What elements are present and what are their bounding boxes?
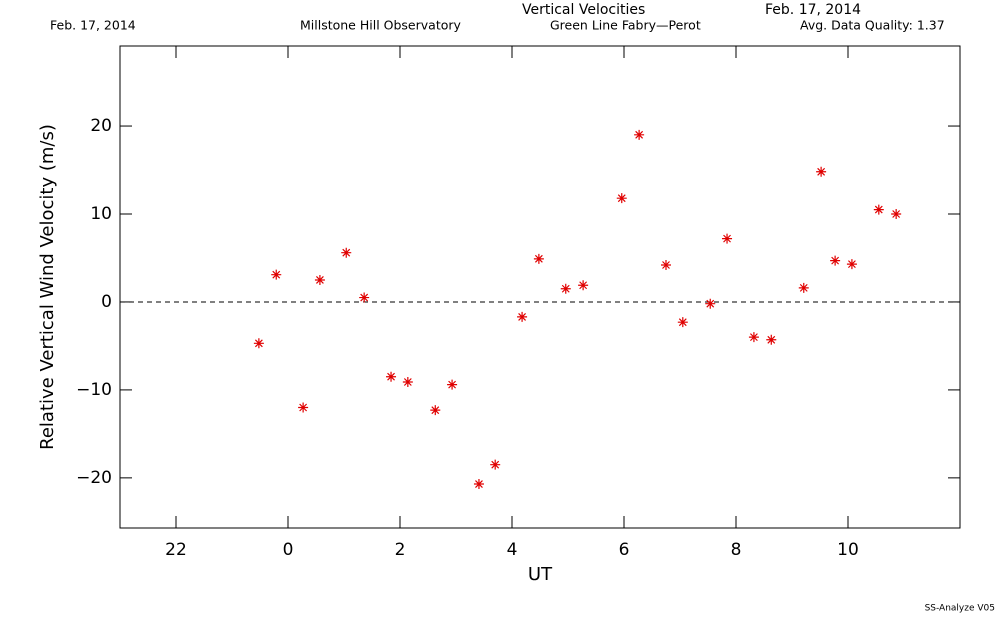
data-point <box>873 204 884 215</box>
plot-frame <box>119 45 961 529</box>
data-point <box>473 479 484 490</box>
data-point <box>816 166 827 177</box>
data-point <box>677 317 688 328</box>
y-tick-label: 0 <box>101 292 112 312</box>
x-tick-label: 6 <box>619 540 630 560</box>
data-point <box>253 338 264 349</box>
data-point <box>533 253 544 264</box>
y-tick-label: 20 <box>90 116 112 136</box>
data-point <box>634 129 645 140</box>
y-tick-label: −20 <box>76 468 112 488</box>
data-point <box>846 259 857 270</box>
x-tick-label: 2 <box>395 540 406 560</box>
data-point <box>560 283 571 294</box>
x-tick-label: 0 <box>283 540 294 560</box>
y-axis-label: Relative Vertical Wind Velocity (m/s) <box>37 124 58 450</box>
data-point <box>748 332 759 343</box>
instrument: Green Line Fabry—Perot <box>550 18 701 33</box>
data-point <box>517 311 528 322</box>
data-point <box>830 255 841 266</box>
x-tick-label: 22 <box>165 540 187 560</box>
data-point <box>386 371 397 382</box>
data-point <box>616 193 627 204</box>
data-point <box>341 247 352 258</box>
data-point <box>314 274 325 285</box>
y-tick-label: 10 <box>90 204 112 224</box>
data-point <box>490 459 501 470</box>
x-tick-label: 10 <box>837 540 859 560</box>
x-tick-label: 4 <box>507 540 518 560</box>
data-point <box>402 376 413 387</box>
data-point <box>578 280 589 291</box>
data-point <box>798 282 809 293</box>
date-left: Feb. 17, 2014 <box>50 18 136 33</box>
data-point <box>891 208 902 219</box>
data-point <box>766 334 777 345</box>
data-point <box>298 402 309 413</box>
y-tick-label: −10 <box>76 380 112 400</box>
footer: SS-Analyze V05 <box>925 604 995 614</box>
date-right: Feb. 17, 2014 <box>765 2 861 18</box>
x-tick-label: 8 <box>731 540 742 560</box>
data-point <box>661 260 671 271</box>
x-axis-label: UT <box>528 564 553 585</box>
chart-title: Vertical Velocities <box>522 2 645 18</box>
data-point <box>705 298 716 309</box>
data-point <box>271 269 282 280</box>
observatory: Millstone Hill Observatory <box>300 18 462 33</box>
data-point <box>359 292 370 303</box>
quality: Avg. Data Quality: 1.37 <box>800 18 945 33</box>
data-point <box>430 405 441 416</box>
data-point <box>722 233 733 244</box>
data-point <box>447 379 458 390</box>
